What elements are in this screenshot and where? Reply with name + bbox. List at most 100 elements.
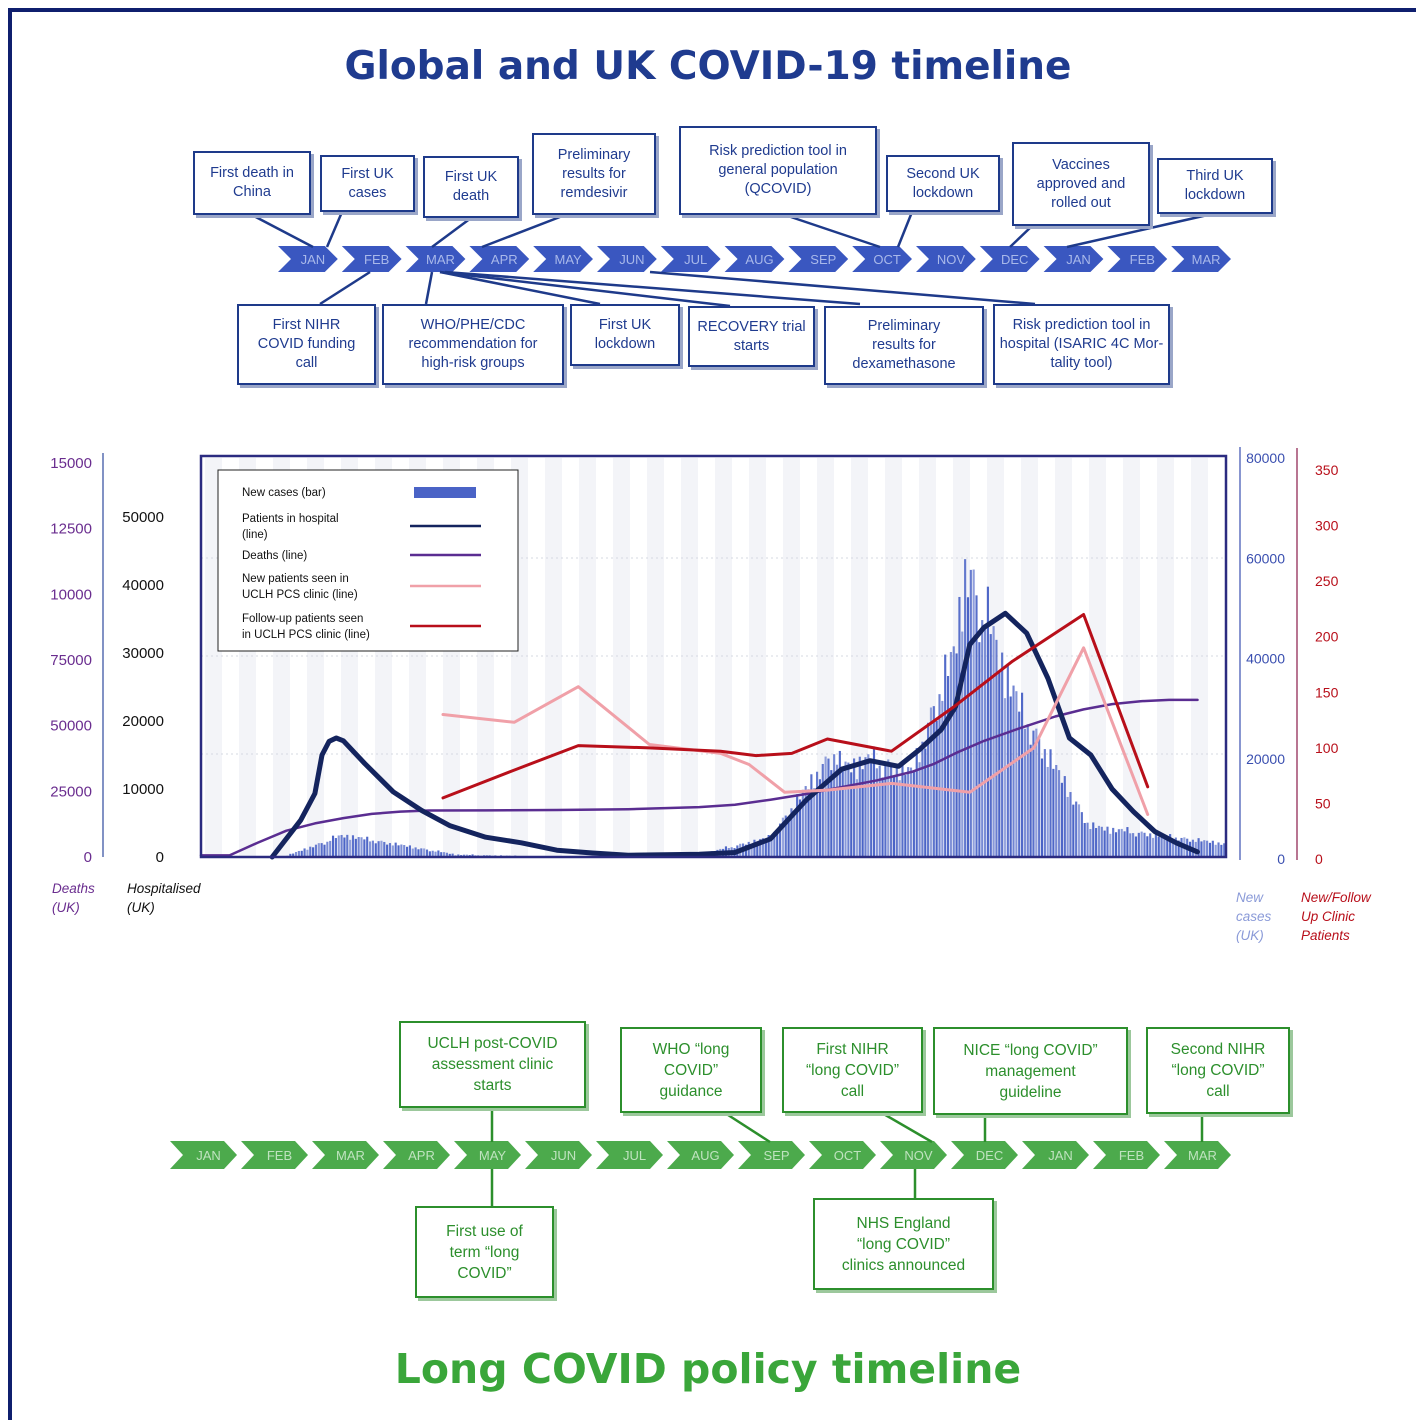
new-cases-bar [320,843,323,857]
new-cases-bar [818,779,821,857]
deaths-tick-label: 25000 [50,783,92,800]
hospitalised-tick-label: 0 [156,849,164,866]
connector-isaric [649,270,1036,306]
policy-arrow-sep-8 [738,1141,805,1169]
new-cases-bar [764,839,767,857]
global-month-label: MAY [554,252,582,267]
new-cases-bar [813,788,816,857]
new-cases-bar [867,754,870,857]
new-cases-bar [445,852,448,857]
clinic-tick-label: 100 [1315,740,1339,756]
chart-background-stripe [545,458,562,856]
new-cases-bar [1029,744,1032,857]
chart-background-stripe [1191,458,1208,856]
policy-arrow-jan-0 [170,1141,237,1169]
chart-background-stripe [681,458,698,856]
new-cases-bar [952,646,955,857]
new-cases-bar [414,847,417,857]
new-cases-bar [904,775,907,857]
legend-label: UCLH PCS clinic (line) [242,589,358,601]
new-cases-bar [357,837,360,857]
new-cases-bar [759,838,762,857]
new-cases-bar [915,748,918,857]
event-label: Second NIHR “long COVID” call [1170,1041,1266,1100]
clinic-tick-label: 300 [1315,518,1339,534]
connector-vaccines [1009,225,1033,248]
new-cases-bar [417,849,420,857]
legend-label: New patients seen in [242,573,349,585]
new-cases-bar [1069,792,1072,857]
series-line-clinic [441,646,1150,816]
new-cases-bar [798,799,802,857]
global-arrow-jul-6 [660,246,721,272]
new-cases-bar [1174,837,1177,857]
new-cases-bar [992,626,995,857]
new-cases-bar [855,779,858,857]
new-cases-bar [363,839,366,857]
policy-arrow-oct-9 [809,1141,876,1169]
new-cases-bar [1035,728,1038,857]
connector-who-phe-cdc [424,271,434,305]
new-cases-bar [770,837,773,857]
new-cases-bar [292,853,295,857]
new-cases-bar [850,772,853,857]
policy-month-label: SEP [763,1148,789,1163]
new-cases-axis-label: New cases (UK) [1236,890,1272,943]
chart-background-stripe [1089,458,1106,856]
new-cases-bar [1009,696,1012,857]
new-cases-bar [1097,825,1101,857]
connector-first-uk-death [431,216,472,249]
event-label: NHS England “long COVID” clinics announc… [841,1214,966,1274]
new-cases-bar [810,774,813,857]
new-cases-bar [354,838,357,857]
policy-month-label: JAN [196,1148,221,1163]
event-label: First UK lockdown [594,317,656,352]
new-cases-bar [297,850,300,857]
global-month-label: FEB [364,252,389,267]
connector-who-guidance [724,1111,771,1144]
event-first-uk-cases: First UK cases [320,155,415,212]
series-line-hospitalised [269,610,1200,860]
new-cases-bar [1129,833,1132,857]
new-cases-bar [388,843,392,857]
policy-event-second-nihr-call: Second NIHR “long COVID” call [1146,1027,1290,1114]
policy-month-label: FEB [267,1148,292,1163]
policy-month-label: MAY [479,1148,507,1163]
new-cases-bar [861,769,864,857]
new-cases-bar [1134,836,1138,857]
new-cases-bar [1149,833,1152,857]
new-cases-bar [1197,838,1200,857]
new-cases-bar [397,845,400,857]
hospitalised-tick-label: 50000 [122,509,164,526]
new-cases-bar [457,854,460,857]
series-line-clinic [441,613,1150,800]
new-cases-bar [1214,844,1217,857]
event-label: WHO “long COVID” guidance [652,1040,730,1100]
new-cases-bar [1217,842,1220,857]
new-cases-bar [434,851,437,857]
new-cases-bar [1220,844,1223,857]
new-cases-bar [1038,738,1041,857]
new-cases-bar [391,845,394,857]
legend-label: (line) [242,529,268,541]
new-cases-bar [343,837,346,857]
new-cases-bar [881,777,884,857]
new-cases-bar [448,853,451,857]
event-vaccines-rolled-out: Vaccines approved and rolled out [1012,142,1150,226]
new-cases-bar [1163,834,1166,857]
new-cases-bar [1018,711,1021,857]
new-cases-bar [306,849,309,857]
policy-arrow-jul-6 [596,1141,663,1169]
new-cases-bar [938,694,941,857]
new-cases-bar [443,852,446,857]
deaths-tick-label: 75000 [50,652,92,669]
new-cases-bar [440,852,443,857]
event-remdesivir-results: Preliminary results for remdesivir [532,133,656,215]
new-cases-bar [380,840,383,857]
new-cases-bar [1063,776,1066,857]
new-cases-bar [403,845,406,857]
new-cases-bar [309,846,312,857]
new-cases-bar [816,771,819,857]
event-second-uk-lockdown: Second UK lockdown [886,155,1000,212]
